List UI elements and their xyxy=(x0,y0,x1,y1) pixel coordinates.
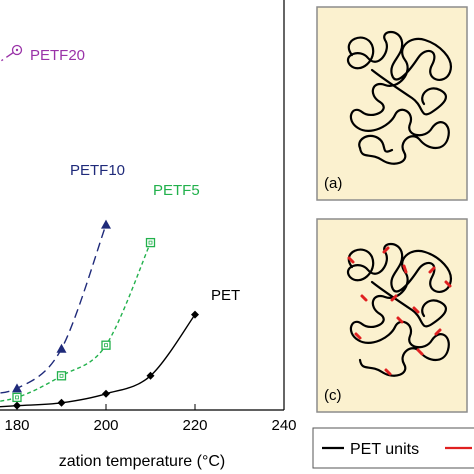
data-point-petf5 xyxy=(145,237,156,248)
series-labels: PET PETF5 PETF10 PETF20 xyxy=(30,47,240,304)
legend-label-pet-units: PET units xyxy=(350,441,419,458)
data-point-pet xyxy=(102,389,110,398)
x-ticks: 180 200 220 240 xyxy=(4,404,297,434)
panel-a-frame xyxy=(316,6,468,201)
series-label-petf10: PETF10 xyxy=(70,162,125,179)
panel-c-letter: (c) xyxy=(324,387,342,404)
series-line-petf5 xyxy=(0,242,152,402)
panel-a: (a) xyxy=(316,6,468,201)
copolymer-chain-drawing xyxy=(347,242,452,377)
x-axis-title: zation temperature (°C) xyxy=(59,453,225,470)
panel-c-frame xyxy=(316,218,468,413)
data-point-pet xyxy=(57,398,66,407)
polymer-chain-drawing xyxy=(347,30,452,165)
data-point-petf5 xyxy=(56,371,67,381)
furan-unit-marks xyxy=(347,246,452,376)
series-line-pet xyxy=(0,314,196,408)
data-point-petf10 xyxy=(12,383,22,393)
marker-inner xyxy=(148,240,153,245)
panel-a-letter: (a) xyxy=(324,175,342,192)
marker-inner xyxy=(15,395,19,400)
data-point-petf10 xyxy=(56,343,67,353)
series-layer xyxy=(0,44,199,410)
marker-inner xyxy=(59,373,64,378)
data-point-pet xyxy=(146,371,155,380)
x-tick-label: 220 xyxy=(182,417,207,434)
series-label-pet: PET xyxy=(211,287,240,304)
line-chart: 180 200 220 240 PET PETF5 PETF10 PETF20 zation… xyxy=(0,0,297,470)
series-label-petf20: PETF20 xyxy=(30,47,85,64)
series-line-petf10 xyxy=(0,224,107,394)
marker-inner xyxy=(104,343,108,348)
data-point-petf5 xyxy=(101,340,111,350)
series-line-petf20 xyxy=(0,49,18,63)
series-label-petf5: PETF5 xyxy=(153,182,200,199)
data-point-petf10 xyxy=(101,219,111,229)
marker-inner xyxy=(15,48,19,52)
data-point-pet xyxy=(13,401,21,410)
data-point-petf5 xyxy=(12,392,22,403)
data-point-pet xyxy=(191,310,199,319)
x-tick-label: 200 xyxy=(93,417,118,434)
x-tick-label: 240 xyxy=(271,417,296,434)
x-tick-label: 180 xyxy=(4,417,29,434)
legend: PET units xyxy=(312,427,474,469)
panel-c: (c) xyxy=(316,218,468,413)
